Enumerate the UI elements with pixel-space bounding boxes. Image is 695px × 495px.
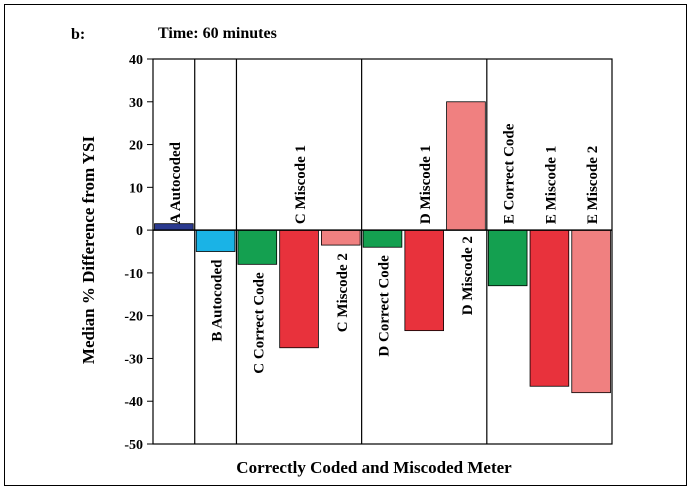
bar-b-autocoded bbox=[195, 229, 236, 252]
y-tick-label: 0 bbox=[136, 224, 143, 239]
y-tick-label: -40 bbox=[124, 395, 143, 410]
y-tick-label: -10 bbox=[124, 267, 143, 282]
bar-category-label: C Miscode 1 bbox=[293, 145, 309, 224]
bar-category-label: B Autocoded bbox=[210, 259, 226, 342]
bar-c-correct-code bbox=[237, 229, 278, 265]
y-tick-label: 30 bbox=[129, 96, 143, 111]
y-tick-label: 20 bbox=[129, 139, 143, 154]
y-tick-label: -20 bbox=[124, 310, 143, 325]
x-axis-label: Correctly Coded and Miscoded Meter bbox=[236, 458, 512, 477]
bar-category-label: C Miscode 2 bbox=[335, 253, 351, 332]
bar-e-correct-code bbox=[487, 229, 528, 287]
bar-category-label: D Miscode 2 bbox=[460, 236, 476, 315]
bar-category-label: E Miscode 2 bbox=[585, 146, 601, 224]
bar-e-miscode-2 bbox=[571, 229, 611, 394]
y-tick-label: 10 bbox=[129, 181, 143, 196]
bar-category-label: C Correct Code bbox=[251, 272, 267, 374]
bar-category-label: A Autocoded bbox=[168, 141, 184, 224]
bar-d-correct-code bbox=[362, 229, 403, 248]
chart-title: Time: 60 minutes bbox=[158, 25, 277, 42]
bar-d-miscode-2 bbox=[446, 101, 486, 231]
y-tick-label: -30 bbox=[124, 352, 143, 367]
bar-category-label: E Miscode 1 bbox=[543, 146, 559, 224]
y-tick-label: 40 bbox=[129, 53, 143, 68]
bar-category-label: E Correct Code bbox=[502, 123, 518, 224]
bar-category-label: D Correct Code bbox=[377, 255, 393, 357]
bar-c-miscode-1 bbox=[279, 229, 319, 349]
plot-area bbox=[152, 58, 613, 445]
bar-d-miscode-1 bbox=[404, 229, 444, 332]
y-axis-label: Median % Difference from YSI bbox=[79, 136, 98, 365]
chart-frame bbox=[4, 4, 687, 486]
bar-e-miscode-1 bbox=[529, 229, 570, 387]
y-tick-label: -50 bbox=[124, 438, 143, 453]
bar-c-miscode-2 bbox=[321, 229, 361, 246]
bar-category-label: D Miscode 1 bbox=[418, 145, 434, 224]
panel-label: b: bbox=[71, 26, 85, 43]
